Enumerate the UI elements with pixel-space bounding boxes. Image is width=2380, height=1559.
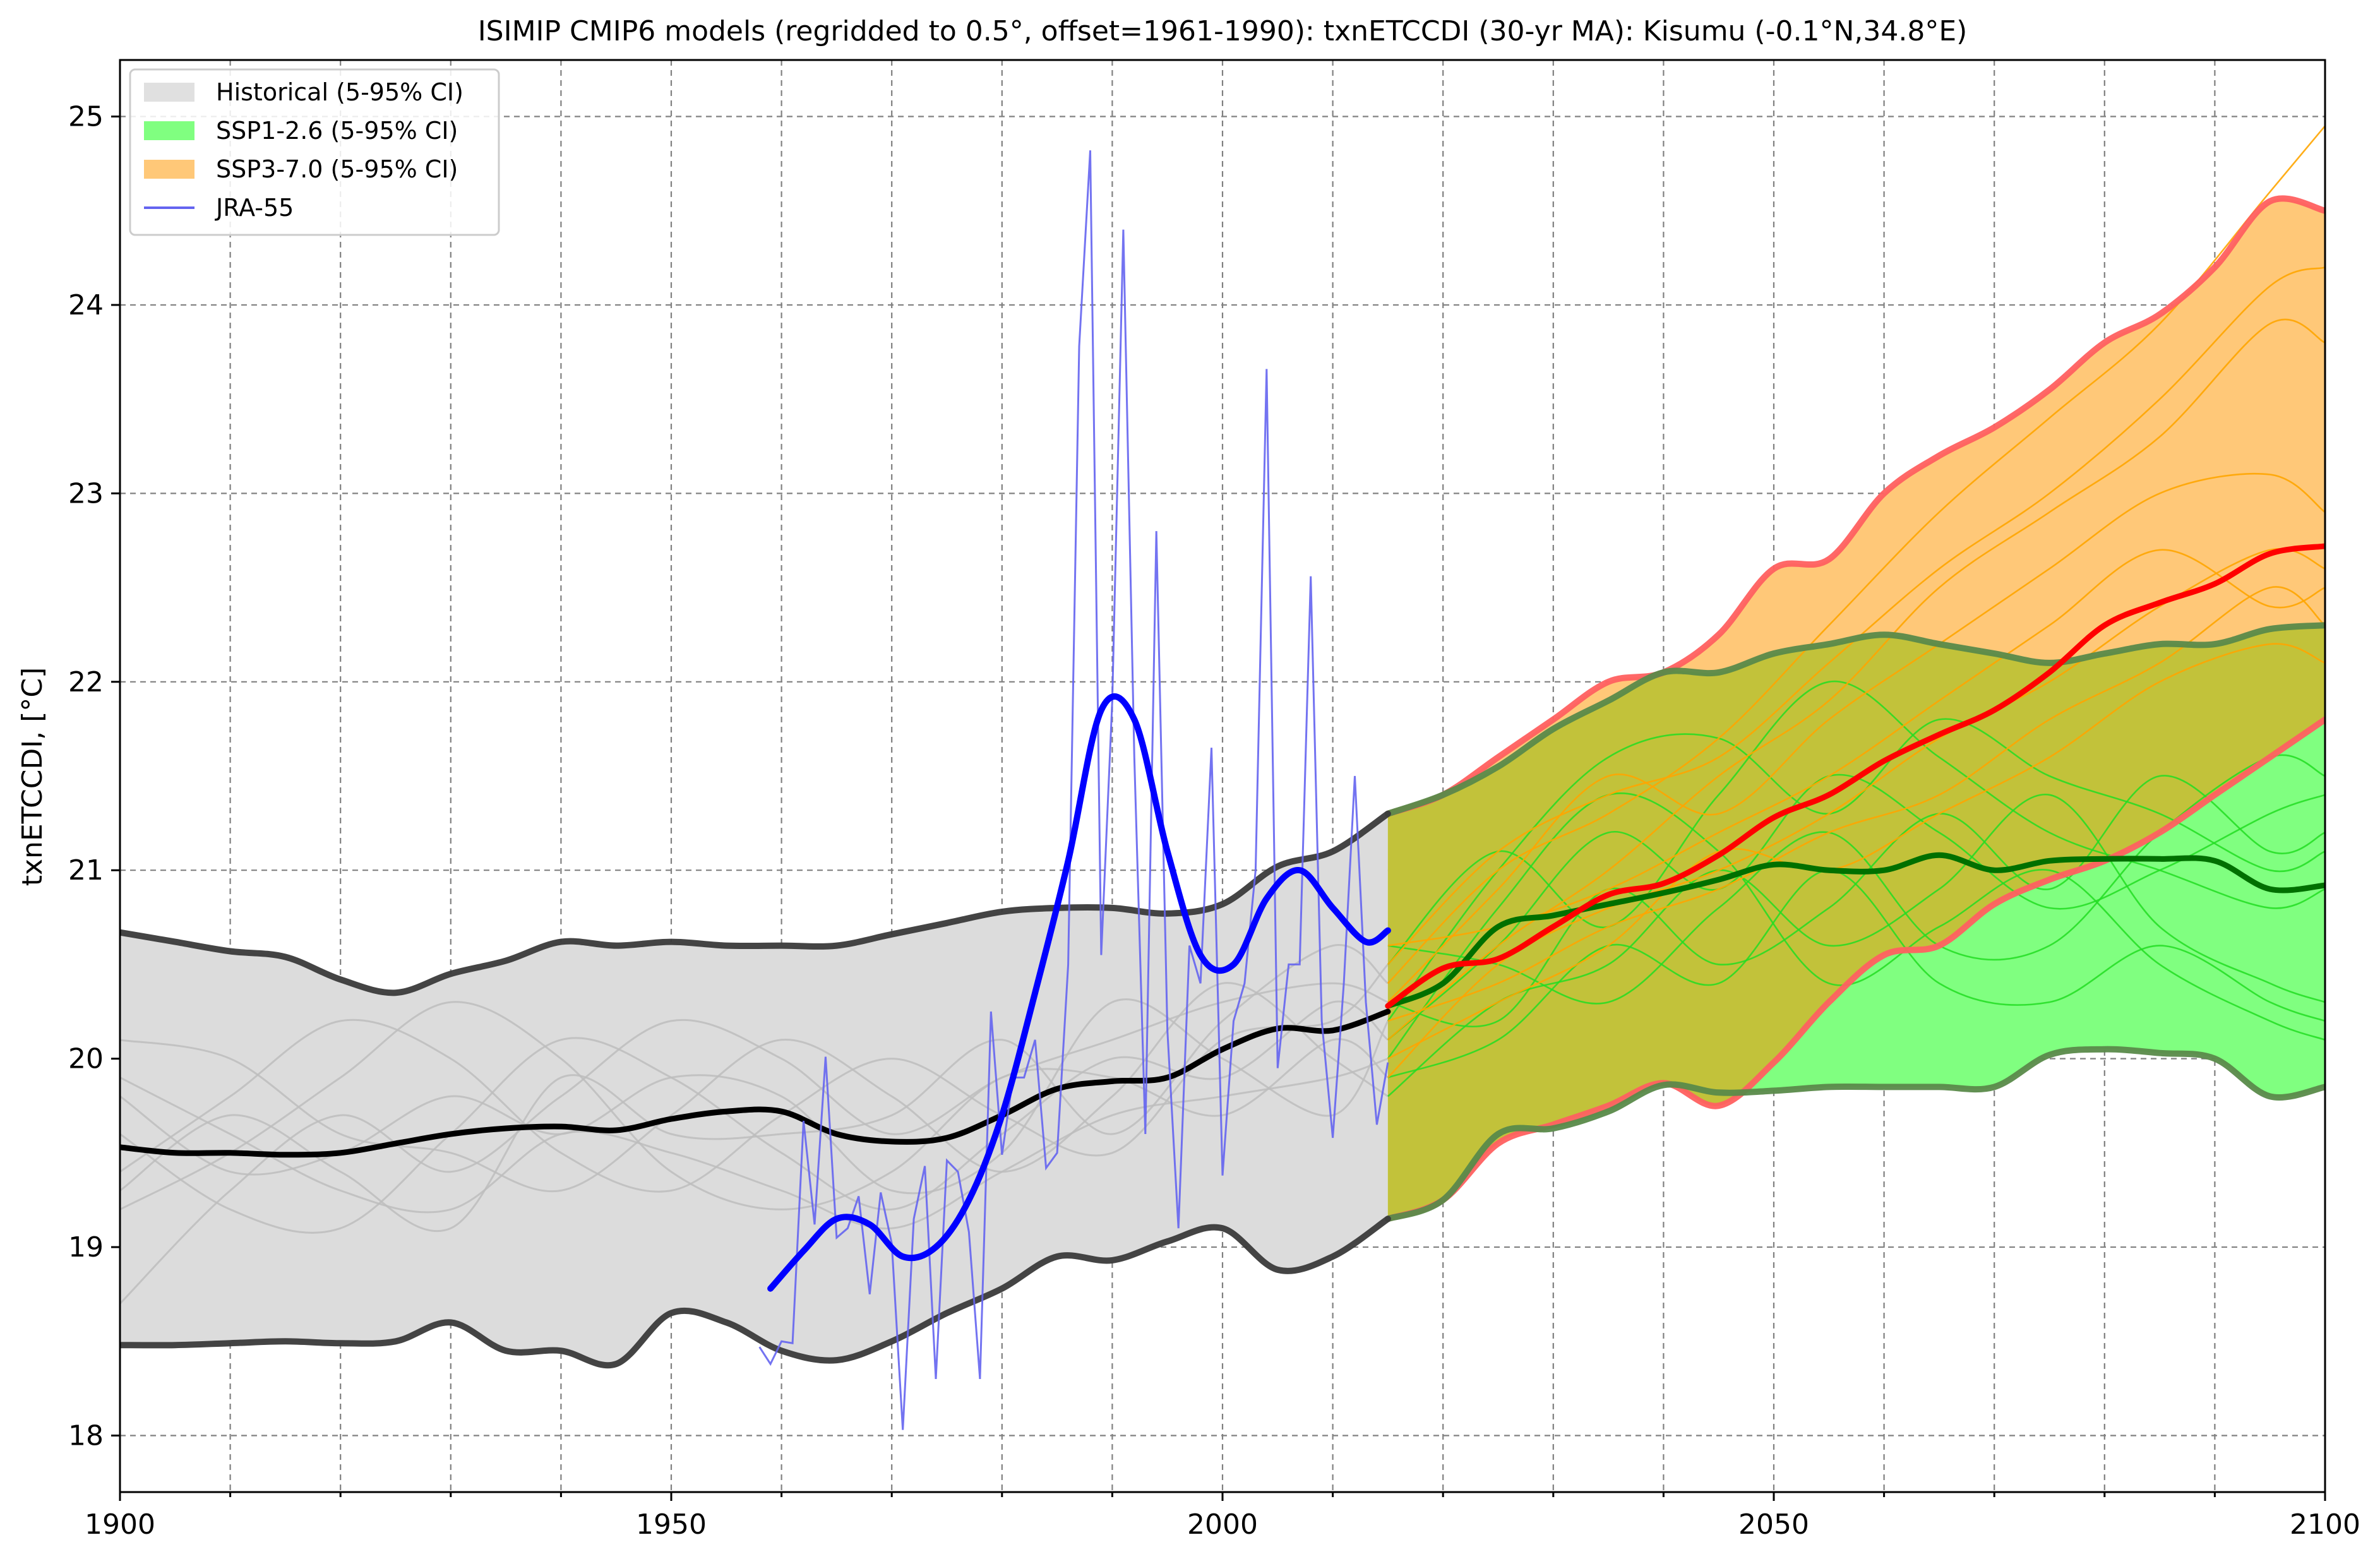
y-tick-label: 23	[68, 477, 104, 510]
legend-swatch	[144, 160, 194, 179]
legend-swatch	[144, 121, 194, 140]
x-tick-label: 1950	[636, 1508, 707, 1541]
ssp126-mean-line	[1385, 852, 2325, 1009]
legend-label: JRA-55	[215, 194, 294, 222]
ssp126-member-line	[1387, 680, 2325, 965]
ssp370-member-line	[1387, 266, 2325, 965]
ssp126-member-line	[1387, 718, 2325, 1022]
ssp126-upper-bound	[1384, 622, 2325, 817]
historical-member-line	[120, 964, 1389, 1193]
legend-label: Historical (5-95% CI)	[216, 78, 463, 106]
plot-area	[120, 125, 2325, 1430]
legend: Historical (5-95% CI) SSP1-2.6 (5-95% CI)…	[129, 68, 500, 236]
historical-member-line	[120, 982, 1389, 1193]
historical-member-line	[120, 1000, 1389, 1234]
historical-member-line	[120, 943, 1389, 1233]
y-tick-label: 22	[68, 666, 104, 698]
ssp370-member-line	[1387, 643, 2325, 1060]
y-tick-label: 18	[68, 1419, 104, 1452]
ssp370-member-line	[1387, 473, 2325, 1003]
ssp370-member-line	[1387, 549, 2325, 947]
ssp126-member-line	[1387, 754, 2325, 1005]
ssp126-lower-bound	[1384, 1046, 2325, 1222]
legend-label: SSP3-7.0 (5-95% CI)	[216, 155, 458, 183]
jra55-smooth-line	[767, 693, 1391, 1292]
historical-ci-band	[120, 813, 1388, 1366]
ssp370-upper-bound	[1384, 195, 2325, 817]
y-tick-label: 21	[68, 854, 104, 887]
jra55-annual-line	[758, 150, 1389, 1430]
ssp126-member-line	[1387, 775, 2325, 1028]
x-tick-label: 2000	[1187, 1508, 1258, 1541]
historical-member-line	[120, 1058, 1389, 1230]
legend-box	[129, 68, 500, 236]
y-tick-label: 24	[68, 289, 104, 321]
historical-lower-bound	[120, 1216, 1391, 1369]
y-tick-label: 20	[68, 1043, 104, 1075]
legend-label: SSP1-2.6 (5-95% CI)	[216, 117, 458, 145]
x-tick-label: 2050	[1738, 1508, 1809, 1541]
x-tick-label: 2100	[2290, 1508, 2360, 1541]
y-tick-label: 19	[68, 1231, 104, 1263]
historical-member-line	[120, 982, 1389, 1305]
ssp126-member-line	[1387, 794, 2325, 1097]
axis-ticks: 18 19 20 21 22 23 24 25 1900 1950 2000 2050 2100	[68, 101, 2360, 1541]
ssp370-member-line	[1387, 586, 2325, 1022]
x-tick-label: 1900	[85, 1508, 155, 1541]
y-tick-label: 25	[68, 101, 104, 133]
legend-swatch	[144, 83, 194, 102]
historical-mean-line	[120, 1008, 1391, 1158]
ssp126-member-line	[1387, 774, 2325, 1041]
ssp370-mean-line	[1385, 543, 2325, 1009]
chart-title: ISIMIP CMIP6 models (regridded to 0.5°, …	[478, 15, 1968, 47]
ssp126-member-line	[1387, 869, 2325, 1078]
y-axis-label: txnETCCDI, [°C]	[16, 667, 49, 887]
historical-member-line	[120, 1001, 1389, 1210]
